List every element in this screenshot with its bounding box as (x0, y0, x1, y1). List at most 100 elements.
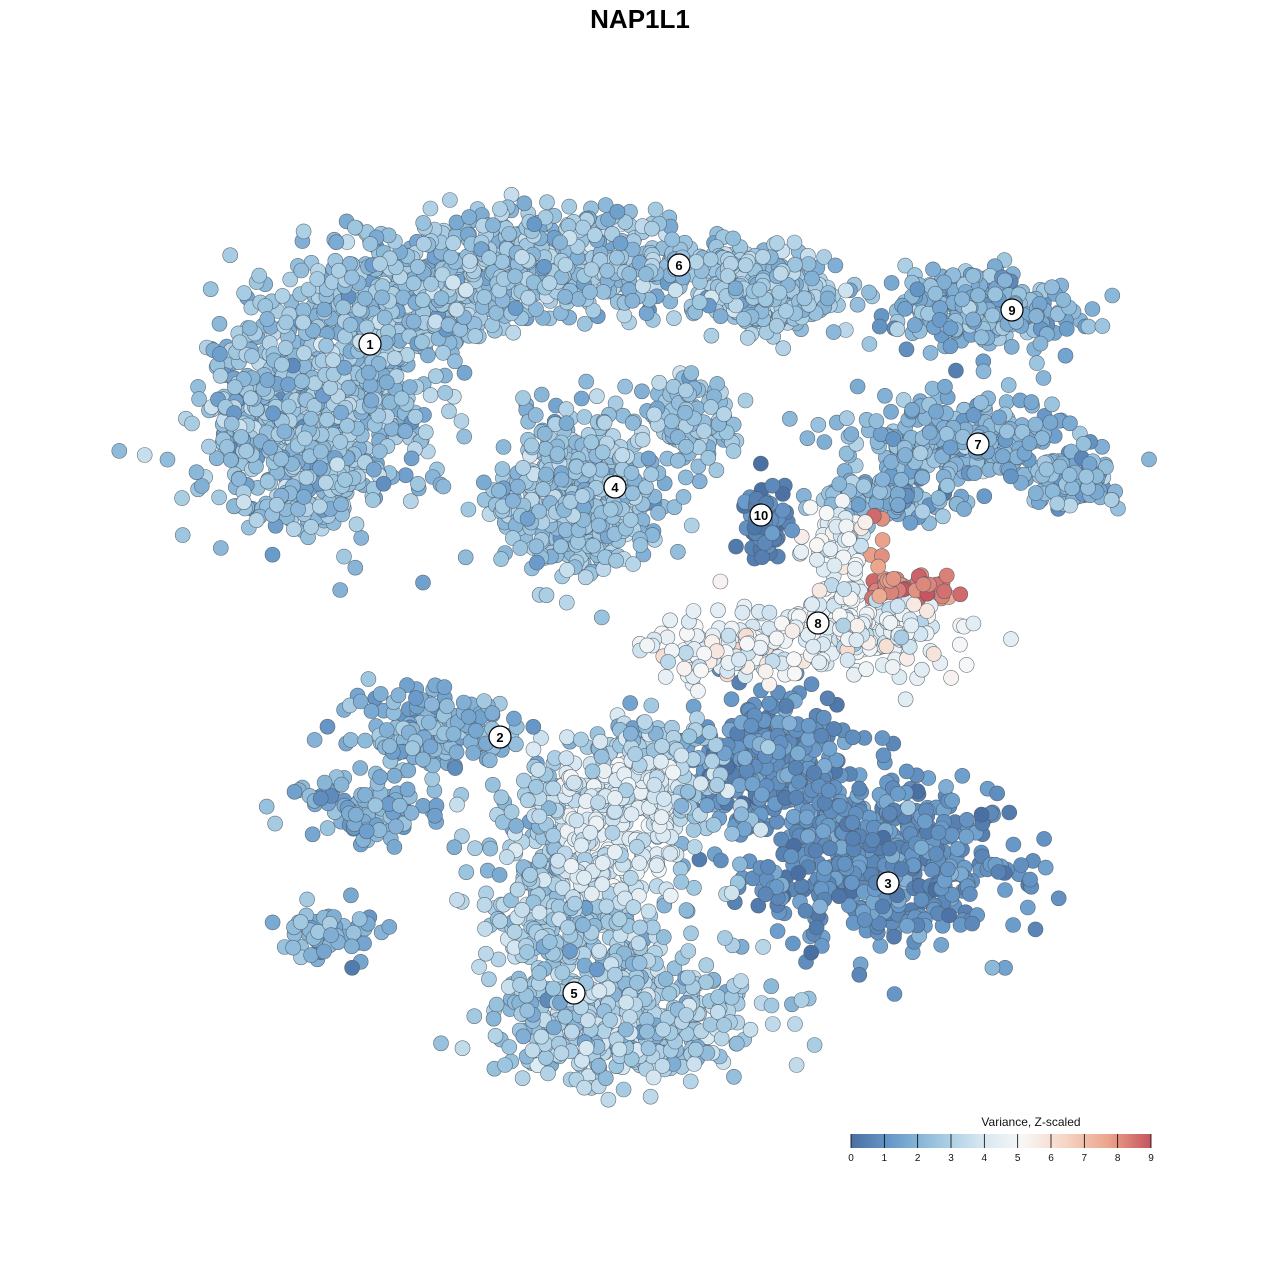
data-point (333, 496, 349, 513)
data-point (764, 1016, 781, 1032)
data-point (536, 425, 553, 442)
data-point (737, 392, 754, 409)
data-point (790, 773, 807, 790)
data-point (623, 806, 640, 823)
data-point (499, 849, 515, 865)
data-point (251, 267, 268, 284)
data-point (733, 806, 750, 823)
data-point (238, 443, 254, 459)
data-point (514, 902, 531, 918)
data-point (997, 882, 1013, 898)
data-point (386, 767, 403, 784)
data-point (807, 842, 824, 859)
data-point (625, 556, 641, 572)
data-point (593, 609, 610, 626)
data-point (488, 996, 505, 1013)
data-point (578, 1040, 595, 1056)
data-point (467, 328, 484, 344)
data-point (696, 423, 712, 439)
data-point (312, 443, 329, 460)
data-point (476, 896, 493, 913)
data-point (638, 305, 655, 322)
data-point (692, 775, 709, 792)
data-point (248, 512, 265, 529)
data-point (336, 548, 352, 565)
data-point (441, 403, 457, 420)
data-point (223, 452, 239, 468)
data-point (259, 372, 276, 388)
data-point (656, 791, 672, 807)
data-point (492, 913, 508, 929)
data-point (545, 980, 562, 997)
data-point (433, 1035, 449, 1052)
data-point (404, 740, 421, 757)
data-point (399, 781, 416, 798)
data-point (793, 878, 810, 895)
data-point (268, 496, 285, 513)
data-point (806, 1037, 823, 1053)
data-point (667, 282, 684, 299)
data-point (793, 992, 810, 1008)
data-point (540, 1065, 556, 1082)
data-point (1020, 899, 1036, 916)
data-point (716, 1017, 732, 1033)
data-point (494, 461, 511, 477)
data-point (265, 405, 281, 422)
data-point (296, 489, 312, 505)
data-point (525, 718, 542, 735)
data-point (447, 353, 463, 370)
data-point (357, 732, 374, 749)
data-point (222, 247, 238, 263)
data-point (607, 803, 623, 820)
data-point (402, 493, 419, 510)
data-point (236, 494, 252, 511)
data-point (928, 846, 945, 862)
data-point (590, 1058, 607, 1074)
data-point (460, 708, 477, 725)
data-point (424, 771, 441, 787)
data-point (553, 1045, 570, 1061)
data-point (322, 379, 339, 396)
data-point (519, 792, 536, 809)
data-point (558, 750, 575, 767)
data-point (408, 690, 424, 706)
data-point (886, 986, 903, 1002)
data-point (627, 746, 643, 762)
data-point (515, 459, 531, 476)
data-point (316, 774, 333, 791)
data-point (624, 415, 641, 431)
data-point (872, 938, 889, 954)
data-point (539, 194, 555, 210)
data-point (639, 1023, 655, 1040)
data-point (538, 466, 554, 483)
data-point (372, 769, 388, 785)
data-point (709, 777, 726, 793)
data-point (378, 722, 395, 738)
data-point (989, 785, 1006, 802)
data-point (423, 696, 440, 713)
data-point (386, 839, 403, 855)
data-point (360, 364, 377, 381)
data-point (646, 777, 663, 793)
data-point (622, 725, 639, 742)
data-point (437, 385, 454, 401)
data-point (312, 790, 329, 807)
data-point (800, 828, 816, 845)
data-point (422, 200, 439, 217)
data-point (581, 461, 597, 478)
data-point (333, 776, 350, 793)
data-point (194, 478, 210, 494)
data-point (174, 527, 191, 543)
data-point (427, 368, 444, 385)
data-point (277, 340, 294, 356)
data-point (643, 466, 660, 483)
data-point (242, 390, 259, 407)
data-point (958, 828, 975, 845)
data-point (803, 944, 820, 961)
data-point (683, 517, 700, 534)
data-point (545, 827, 562, 844)
data-point (634, 431, 651, 448)
data-point (575, 917, 591, 933)
data-point (670, 452, 686, 469)
data-point (831, 888, 847, 905)
